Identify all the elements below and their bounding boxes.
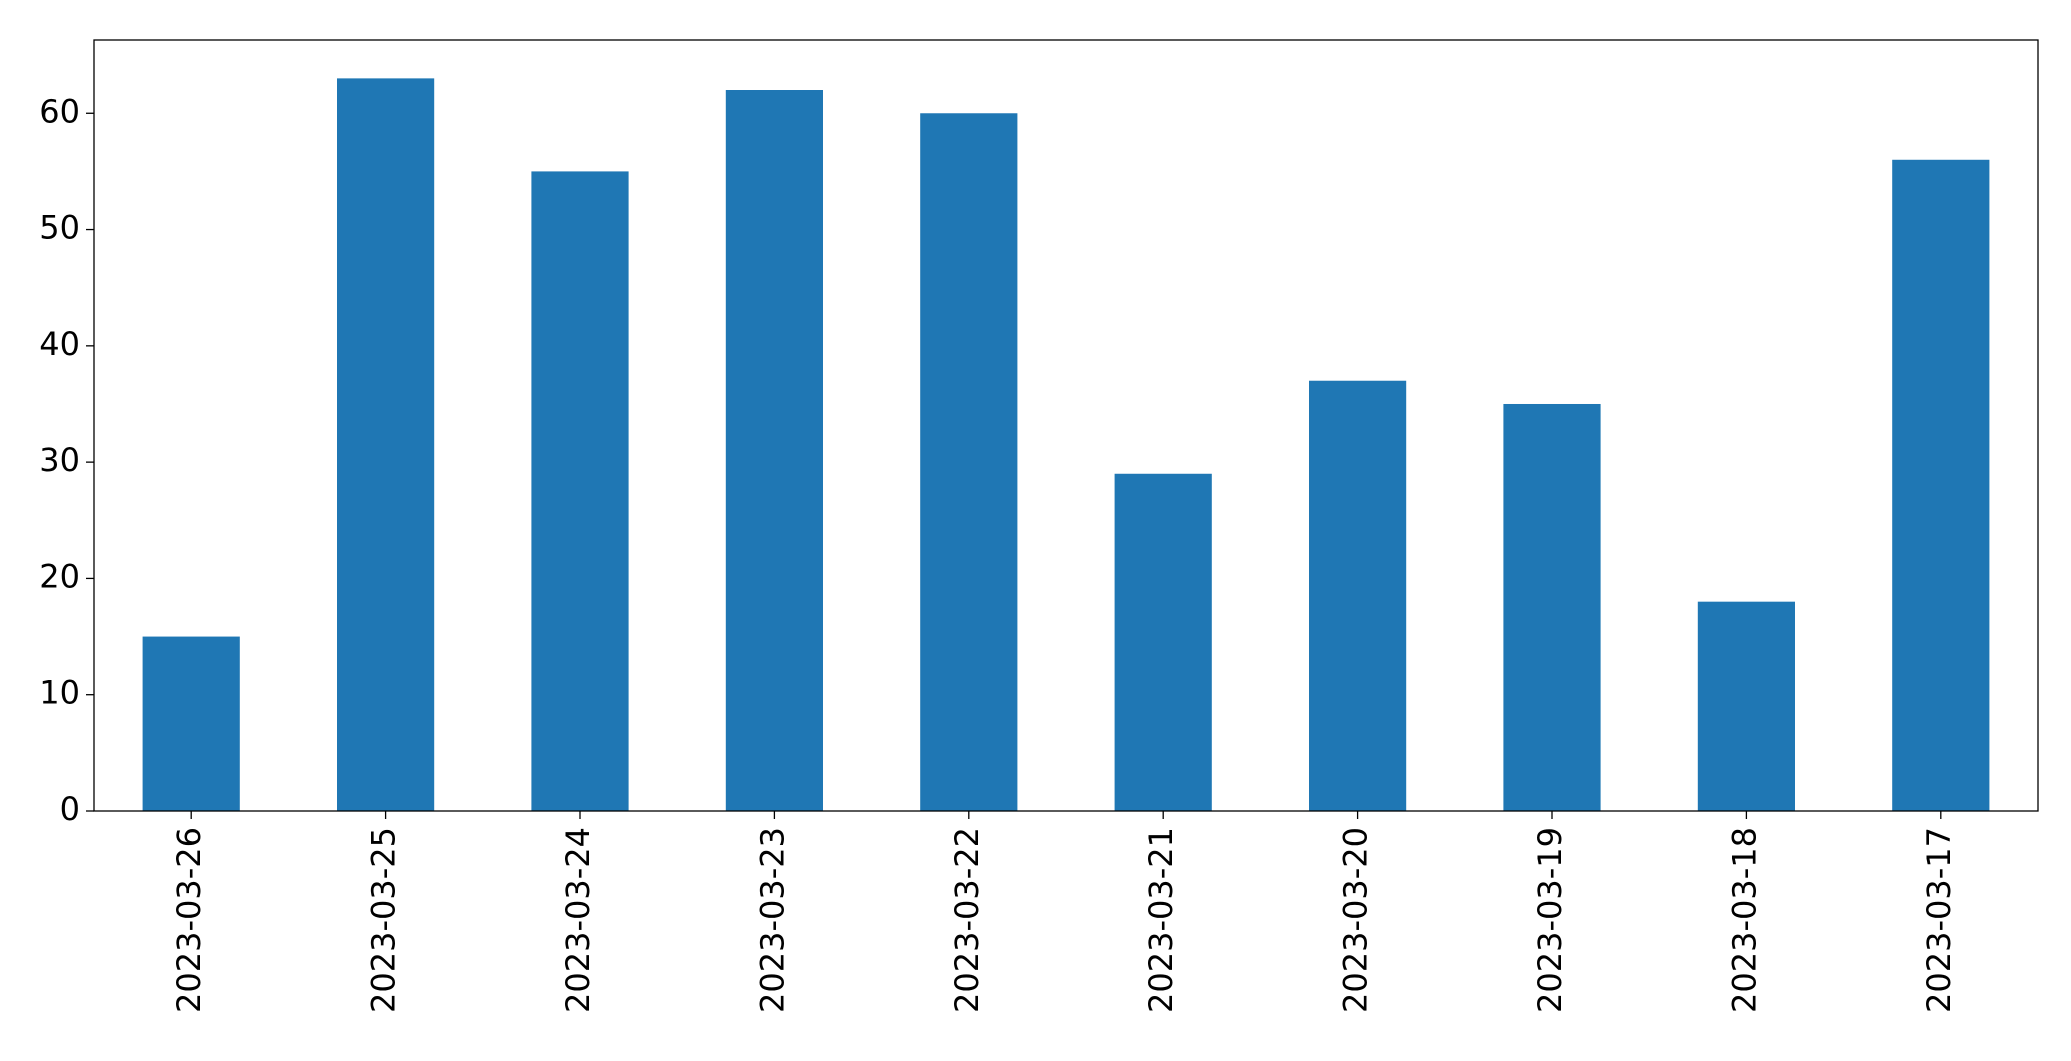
- bar: [337, 78, 435, 812]
- bar: [142, 636, 240, 811]
- bar: [1892, 159, 1990, 812]
- bar: [1309, 380, 1407, 811]
- x-tick-label: 2023-03-19: [1531, 827, 1569, 1013]
- x-tick-label: 2023-03-20: [1337, 827, 1375, 1013]
- x-tick-label: 2023-03-17: [1920, 827, 1958, 1013]
- plot-frame: [93, 39, 2039, 812]
- y-tick-label: 40: [39, 325, 80, 363]
- bar: [920, 113, 1018, 811]
- bar: [1503, 403, 1601, 811]
- bar: [725, 90, 823, 812]
- x-tick-label: 2023-03-23: [753, 827, 791, 1013]
- y-tick-label: 60: [39, 92, 80, 130]
- y-tick-label: 50: [39, 209, 80, 247]
- y-tick-label: 0: [60, 790, 80, 828]
- y-tick-label: 30: [39, 441, 80, 479]
- bar: [1114, 473, 1212, 811]
- y-tick-label: 10: [39, 674, 80, 712]
- bar: [531, 171, 629, 812]
- x-tick-label: 2023-03-24: [559, 827, 597, 1013]
- x-tick-label: 2023-03-22: [948, 827, 986, 1013]
- y-tick-label: 20: [39, 557, 80, 595]
- bar: [1697, 601, 1795, 811]
- x-tick-label: 2023-03-26: [170, 827, 208, 1013]
- x-tick-label: 2023-03-18: [1725, 827, 1763, 1013]
- x-tick-label: 2023-03-21: [1142, 827, 1180, 1013]
- x-tick-label: 2023-03-25: [365, 827, 403, 1013]
